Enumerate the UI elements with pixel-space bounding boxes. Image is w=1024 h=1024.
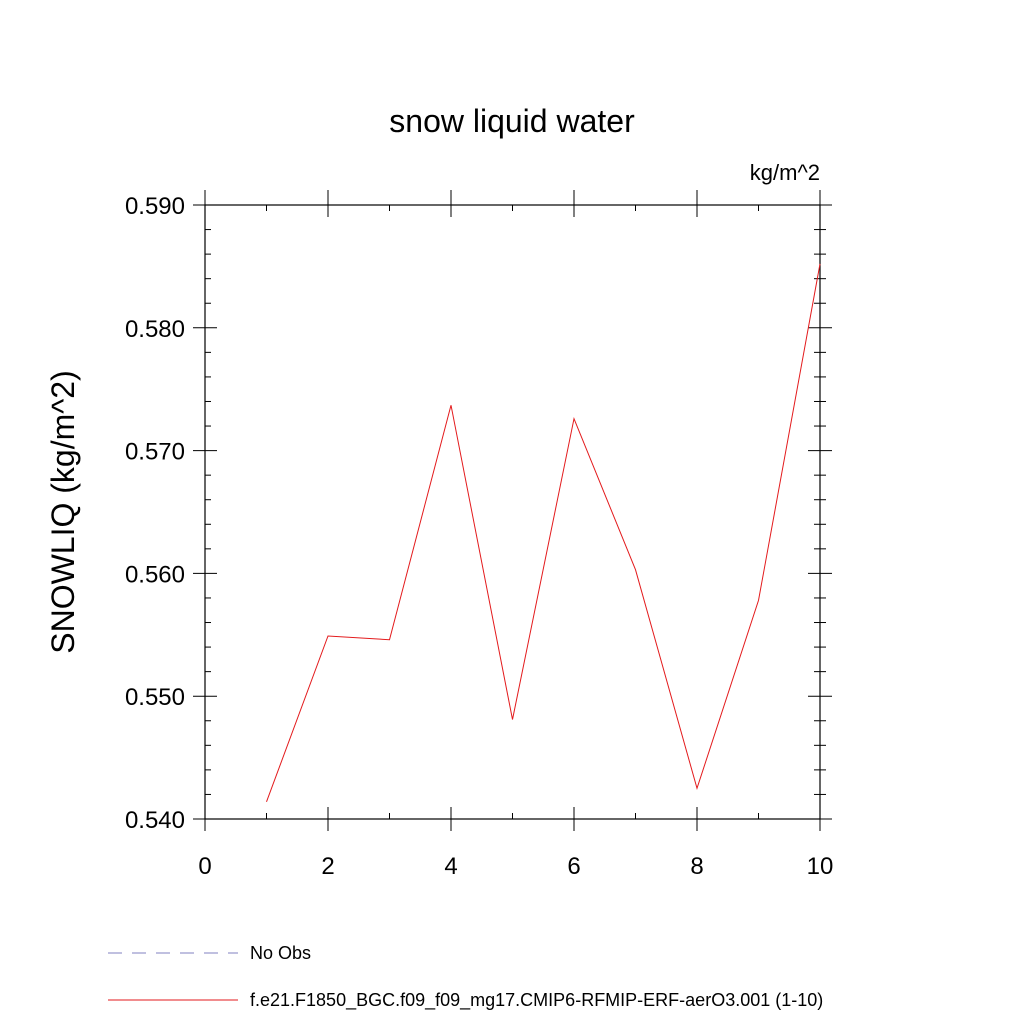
- y-tick-label: 0.550: [125, 684, 185, 711]
- y-axis-label: SNOWLIQ (kg/m^2): [45, 370, 81, 653]
- series-layer: [266, 263, 821, 802]
- legend-label: No Obs: [250, 943, 311, 963]
- y-tick-label: 0.560: [125, 561, 185, 588]
- y-tick-label: 0.570: [125, 439, 185, 466]
- x-tick-label: 2: [321, 853, 334, 880]
- legend: No Obs f.e21.F1850_BGC.f09_f09_mg17.CMIP6…: [108, 943, 823, 1011]
- legend-label: f.e21.F1850_BGC.f09_f09_mg17.CMIP6-RFMIP…: [250, 990, 823, 1011]
- x-tick-label: 6: [567, 853, 580, 880]
- plot-frame: [204, 204, 821, 820]
- x-tick-label: 4: [444, 853, 457, 880]
- y-tick-label: 0.580: [125, 316, 185, 343]
- y-tick-label: 0.540: [125, 807, 185, 834]
- series-line: [266, 263, 821, 802]
- x-tick-label: 10: [807, 853, 834, 880]
- chart-title: snow liquid water: [389, 103, 635, 139]
- tick-labels: 0 2 4 6 8 10 0.540 0.550 0.560 0.570 0.580 0.590: [125, 193, 833, 880]
- x-tick-label: 0: [198, 853, 211, 880]
- axis-ticks: [193, 190, 832, 831]
- units-label: kg/m^2: [750, 160, 820, 185]
- y-tick-label: 0.590: [125, 193, 185, 220]
- x-tick-label: 8: [690, 853, 703, 880]
